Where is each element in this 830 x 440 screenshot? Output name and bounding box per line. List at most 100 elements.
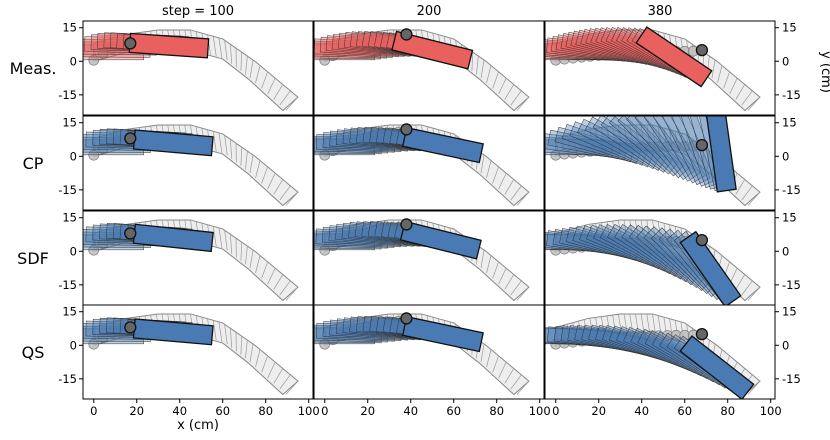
panel-cp-col2	[313, 115, 545, 211]
contact-trail-point	[319, 54, 331, 66]
box-history-rect	[623, 326, 702, 374]
panel-meas-col1: 15 0 -15	[58, 20, 314, 116]
panel-meas-col2	[313, 20, 545, 116]
column-title: 380	[648, 4, 673, 19]
panel-content	[314, 28, 530, 112]
y-tick-label: 0	[70, 244, 77, 258]
x-tick-label: 40	[634, 404, 649, 418]
y-tick-label: 0	[782, 54, 789, 68]
y-tick-label: 0	[782, 244, 789, 258]
x-tick-label: 20	[360, 404, 375, 418]
robot-arm-hatch	[480, 343, 485, 363]
panel-frame	[82, 304, 314, 400]
robot-arm-hatch	[261, 71, 268, 89]
robot-arm-hatch	[747, 96, 761, 111]
panel-cp-col3: 15 0 -15	[544, 115, 801, 211]
box-current	[635, 26, 713, 88]
x-tick-label: 0	[321, 404, 328, 418]
robot-arm-hatch	[212, 131, 217, 152]
y-axis-label: y (cm)	[818, 51, 830, 93]
panel-content	[314, 123, 530, 207]
robot-arm-hatch	[498, 267, 507, 285]
robot-arm-hatch	[492, 166, 499, 184]
robot-arm-hatch	[267, 361, 276, 379]
robot-arm-hatch	[498, 361, 507, 379]
x-tick-label: 60	[215, 404, 230, 418]
contact-trail-point	[97, 237, 109, 249]
robot-arm-hatch	[510, 374, 522, 390]
y-tick-label: 15	[782, 211, 797, 225]
robot-arm-hatch	[640, 313, 645, 334]
panel-content	[83, 124, 299, 207]
box-history-rect	[545, 233, 613, 253]
robot-arm-hatch	[229, 44, 233, 64]
x-tick-label: 20	[591, 404, 606, 418]
panel-content	[314, 312, 530, 396]
robot-arm-hatch	[273, 84, 284, 100]
panel-content	[545, 219, 761, 305]
x-tick-label: 80	[489, 404, 504, 418]
robot-arm-hatch	[516, 96, 530, 111]
contact-trail-point	[88, 149, 100, 161]
contact-point	[695, 138, 709, 152]
robot-arm-hatch	[516, 191, 530, 206]
box-history-rect	[616, 326, 695, 371]
y-tick-label: 0	[70, 338, 77, 352]
robot-arm-hatch	[480, 154, 485, 174]
robot-arm-hatch	[249, 249, 254, 269]
box-history-rect	[560, 33, 641, 64]
robot-arm-hatch	[240, 336, 243, 355]
robot-arm-hatch	[629, 219, 634, 239]
robot-arm-hatch	[249, 343, 254, 363]
robot-arm-hatch	[600, 32, 605, 51]
robot-arm-hatch	[492, 71, 499, 89]
robot-arm-hatch	[229, 234, 233, 254]
x-tick-label: 60	[446, 404, 461, 418]
panel-frame	[544, 304, 776, 400]
robot-arm-hatch	[261, 261, 268, 279]
robot-arm-hatch	[255, 349, 261, 367]
robot-arm-hatch	[240, 52, 243, 71]
robot-arm-hatch	[279, 280, 291, 296]
panel-sdf-col2	[313, 210, 545, 306]
y-tick-label: -15	[58, 88, 77, 102]
robot-arm-hatch	[279, 185, 291, 201]
robot-arm-hatch	[224, 135, 228, 156]
box-current	[399, 220, 482, 260]
panel-meas-col3: 15 0 -15	[544, 20, 801, 116]
robot-arm-hatch	[510, 90, 522, 106]
x-tick-label: 100	[529, 404, 551, 418]
robot-arm-hatch	[504, 179, 515, 195]
robot-arm-hatch	[255, 65, 261, 83]
robot-arm-hatch	[245, 150, 248, 170]
robot-arm-hatch	[747, 380, 761, 395]
robot-arm-hatch	[486, 255, 492, 273]
y-tick-label: -15	[782, 88, 801, 102]
contact-point	[400, 218, 413, 231]
x-tick-label: 40	[172, 404, 187, 418]
box-current	[391, 30, 474, 70]
panel-content	[83, 219, 299, 302]
robot-arm-hatch	[652, 313, 656, 335]
robot-arm-hatch	[285, 96, 299, 111]
robot-arm-hatch	[711, 59, 716, 79]
robot-arm-hatch	[245, 55, 248, 75]
robot-arm-hatch	[267, 267, 276, 285]
box-current	[705, 116, 737, 193]
robot-arm-hatch	[255, 160, 261, 178]
y-tick-label: -15	[782, 183, 801, 197]
x-tick-label: 40	[403, 404, 418, 418]
robot-arm-hatch	[273, 179, 284, 195]
contact-point	[124, 227, 137, 240]
robot-arm-hatch	[646, 313, 651, 334]
robot-arm-hatch	[279, 90, 291, 106]
y-tick-label: -15	[782, 372, 801, 386]
robot-arm-hatch	[285, 191, 299, 206]
robot-arm-hatch	[504, 274, 515, 290]
robot-arm-hatch	[589, 318, 594, 337]
robot-arm-hatch	[729, 77, 738, 95]
robot-arm-hatch	[207, 34, 211, 55]
robot-arm-hatch	[212, 226, 217, 247]
robot-arm-hatch	[273, 368, 284, 384]
y-tick-label: 15	[62, 211, 77, 225]
